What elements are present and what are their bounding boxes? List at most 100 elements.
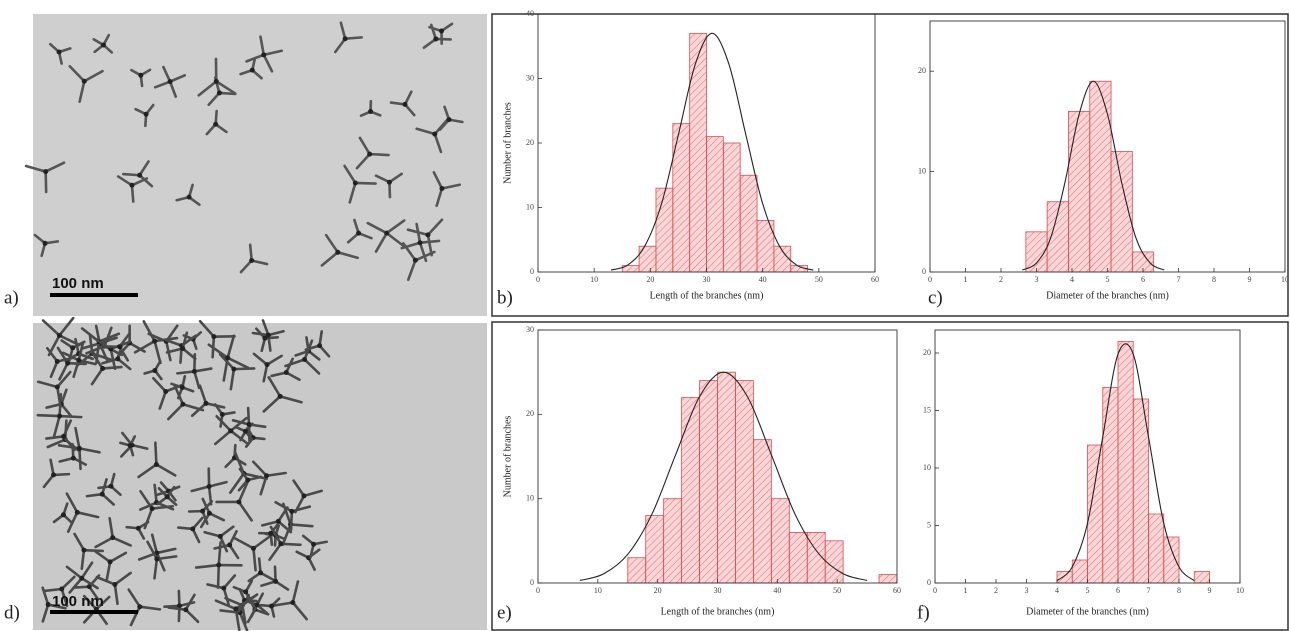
particle-arm: [207, 480, 228, 488]
particle-core: [273, 578, 279, 584]
particle-arm: [217, 541, 222, 567]
histogram-bar: [739, 174, 758, 273]
particle-arm: [190, 402, 208, 418]
x-tick-label: 5: [1086, 586, 1090, 595]
particle-core: [258, 570, 264, 576]
x-tick-label: 3: [1035, 275, 1039, 284]
particle-core: [317, 343, 323, 349]
particle-arm: [142, 320, 156, 343]
particle-core: [76, 357, 82, 363]
particle-arm: [66, 361, 87, 366]
particle-arm: [201, 497, 211, 515]
particle-arm: [155, 463, 177, 477]
particle-core: [56, 332, 62, 338]
particle-arm: [222, 586, 230, 606]
particle-arm: [90, 352, 112, 361]
histogram-bar: [1193, 571, 1210, 584]
particle-arm: [247, 423, 251, 443]
x-tick-label: 0: [536, 275, 540, 284]
particle-arm: [143, 507, 154, 530]
particle-core: [163, 389, 169, 395]
particle-core: [115, 356, 121, 362]
x-axis-label: Length of the branches (nm): [650, 290, 764, 301]
y-tick-label: 10: [918, 166, 926, 175]
particle-core: [70, 345, 76, 351]
particle-core: [433, 36, 439, 42]
particle-arm: [289, 523, 314, 528]
x-tick-label: 0: [928, 275, 932, 284]
particle-arm: [163, 604, 181, 608]
fit-curve: [610, 32, 814, 271]
particle-arm: [228, 543, 240, 560]
particle-arm: [108, 551, 128, 564]
particle-arm: [226, 334, 236, 360]
particle-core: [190, 526, 196, 532]
particle-arm: [164, 338, 183, 347]
x-axis-label: Diameter of the branches (nm): [1026, 606, 1149, 617]
particle-arm: [164, 324, 179, 343]
particle-arm: [324, 233, 340, 254]
particle-core: [167, 79, 173, 85]
x-tick-label: 4: [1070, 275, 1074, 284]
particle-arm: [77, 342, 85, 362]
particle-core: [81, 78, 87, 84]
particle-arm: [78, 447, 82, 471]
particle-arm: [158, 390, 168, 410]
particle-core: [217, 533, 223, 539]
particle-arm: [60, 575, 76, 591]
particle-core: [367, 151, 373, 157]
particle-arm: [252, 534, 273, 550]
particle-core: [301, 493, 307, 499]
particle-arm: [400, 241, 422, 250]
particle-arm: [193, 367, 213, 373]
particle-arm: [232, 536, 255, 550]
particle-arm: [164, 340, 172, 362]
tem-particles: [36, 316, 331, 631]
particle-arm: [80, 576, 99, 590]
x-tick-label: 2: [994, 586, 998, 595]
y-tick-label: 20: [526, 138, 534, 147]
particle-arm: [203, 530, 222, 538]
y-axis-label: Number of branches: [502, 102, 513, 184]
particle-arm: [59, 402, 73, 418]
particle-arm: [284, 357, 294, 374]
particle-arm: [45, 435, 65, 440]
x-tick-label: 10: [1236, 586, 1244, 595]
x-tick-label: 10: [590, 275, 598, 284]
particle-arm: [147, 332, 168, 343]
particle-arm: [65, 565, 84, 580]
particle-arm: [198, 319, 216, 338]
particle-arm: [278, 395, 303, 404]
particle-arm: [78, 447, 101, 454]
x-tick-label: 1: [964, 275, 968, 284]
particle-arm: [58, 316, 75, 337]
particle-arm: [168, 73, 187, 83]
x-tick-label: 60: [871, 275, 879, 284]
particle-arm: [105, 560, 112, 582]
particle-arm: [237, 480, 250, 504]
particle-arm: [146, 540, 159, 561]
particle-core: [211, 334, 217, 340]
particle-core: [51, 472, 57, 478]
x-tick-label: 10: [1281, 275, 1289, 284]
particle-core: [206, 484, 212, 490]
particle-core: [43, 169, 49, 175]
particle-arm: [167, 606, 188, 612]
particle-arm: [219, 535, 229, 553]
y-tick-label: 0: [922, 267, 926, 276]
particle-arm: [154, 441, 158, 466]
panel-label: e): [497, 602, 512, 623]
particle-arm: [45, 402, 63, 409]
particle-arm: [207, 91, 221, 107]
particle-arm: [228, 529, 238, 547]
particle-core: [206, 510, 212, 516]
particle-core: [54, 358, 60, 364]
particle-arm: [198, 384, 208, 405]
particle-core: [100, 42, 106, 48]
particle-core: [269, 603, 275, 609]
x-tick-label: 50: [833, 586, 841, 595]
particle-core: [446, 117, 452, 123]
particle-core: [249, 67, 255, 73]
particle-core: [164, 494, 170, 500]
particle-arm: [262, 49, 284, 57]
